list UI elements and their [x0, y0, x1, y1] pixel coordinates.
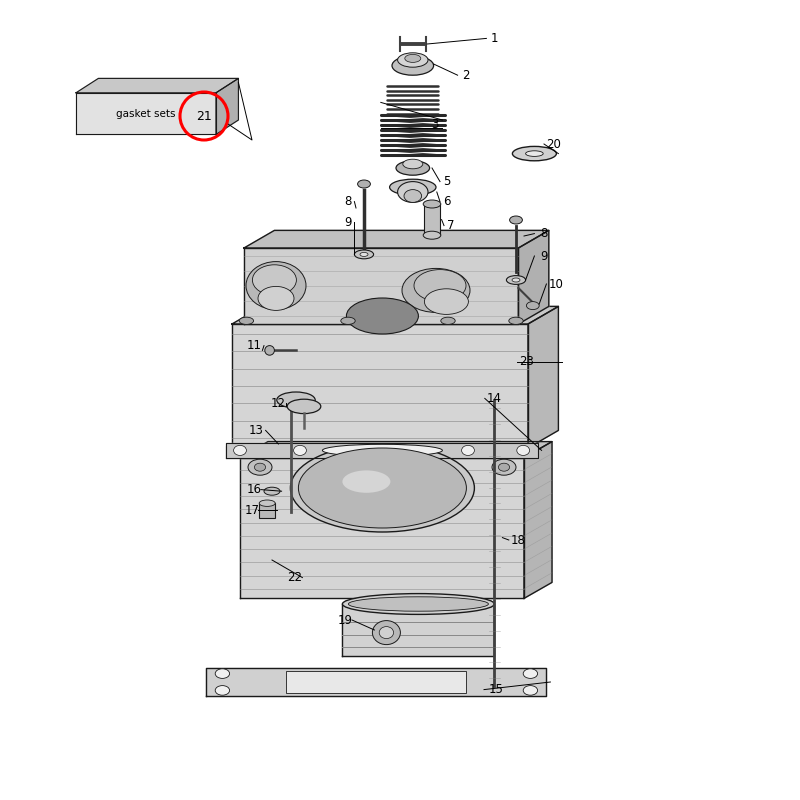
Bar: [286, 671, 466, 693]
Ellipse shape: [425, 289, 469, 314]
Text: 22: 22: [287, 571, 302, 584]
Ellipse shape: [396, 161, 430, 175]
Text: 20: 20: [546, 138, 561, 150]
Ellipse shape: [512, 278, 520, 282]
Ellipse shape: [512, 146, 557, 161]
Ellipse shape: [354, 250, 374, 258]
Ellipse shape: [402, 268, 470, 313]
Polygon shape: [206, 668, 546, 696]
Text: 23: 23: [519, 355, 534, 368]
Ellipse shape: [372, 621, 400, 645]
Ellipse shape: [360, 253, 368, 256]
Text: 14: 14: [487, 392, 502, 405]
Polygon shape: [232, 306, 558, 324]
Ellipse shape: [259, 500, 275, 506]
Polygon shape: [76, 78, 238, 93]
Ellipse shape: [523, 686, 538, 695]
Ellipse shape: [462, 446, 474, 455]
Ellipse shape: [265, 346, 274, 355]
Text: gasket sets: gasket sets: [116, 109, 176, 118]
Ellipse shape: [290, 444, 474, 532]
Bar: [424, 204, 440, 235]
Ellipse shape: [392, 56, 434, 75]
Polygon shape: [232, 324, 528, 448]
Text: 12: 12: [271, 397, 286, 410]
Ellipse shape: [287, 399, 321, 414]
Polygon shape: [244, 230, 549, 248]
Ellipse shape: [523, 669, 538, 678]
Text: 13: 13: [249, 424, 263, 437]
Ellipse shape: [441, 317, 455, 325]
Ellipse shape: [506, 275, 526, 284]
Text: 6: 6: [442, 195, 450, 208]
Ellipse shape: [492, 459, 516, 475]
Ellipse shape: [258, 286, 294, 310]
Polygon shape: [518, 230, 549, 324]
Ellipse shape: [234, 446, 246, 455]
Text: 5: 5: [442, 175, 450, 188]
Bar: [226, 446, 534, 458]
Ellipse shape: [403, 159, 422, 169]
Ellipse shape: [254, 463, 266, 471]
Polygon shape: [240, 442, 552, 458]
Text: 17: 17: [245, 504, 259, 517]
Ellipse shape: [246, 262, 306, 310]
Ellipse shape: [498, 463, 510, 471]
Ellipse shape: [298, 448, 466, 528]
Text: 9: 9: [540, 250, 548, 262]
Text: 7: 7: [446, 219, 454, 232]
Text: 21: 21: [196, 110, 212, 122]
Ellipse shape: [215, 686, 230, 695]
Text: 11: 11: [247, 339, 262, 352]
Ellipse shape: [510, 216, 522, 224]
Polygon shape: [528, 306, 558, 448]
Text: 15: 15: [489, 683, 503, 696]
Text: 3: 3: [430, 118, 438, 130]
Ellipse shape: [405, 54, 421, 62]
Text: 8: 8: [344, 195, 352, 208]
Polygon shape: [524, 442, 552, 598]
Ellipse shape: [322, 444, 442, 457]
Ellipse shape: [346, 298, 418, 334]
Ellipse shape: [277, 392, 315, 408]
Text: 19: 19: [338, 614, 353, 626]
Text: 1: 1: [490, 32, 498, 45]
Ellipse shape: [342, 594, 494, 614]
Ellipse shape: [414, 270, 466, 302]
Text: 18: 18: [511, 534, 526, 546]
Polygon shape: [76, 93, 216, 134]
Ellipse shape: [404, 190, 422, 202]
Ellipse shape: [342, 470, 390, 493]
Ellipse shape: [264, 487, 280, 495]
Polygon shape: [240, 458, 524, 598]
Polygon shape: [244, 248, 518, 324]
Text: 9: 9: [344, 216, 352, 229]
Ellipse shape: [358, 180, 370, 188]
Ellipse shape: [253, 265, 297, 295]
Text: 8: 8: [540, 227, 548, 240]
Ellipse shape: [390, 179, 436, 195]
Ellipse shape: [239, 317, 254, 325]
Ellipse shape: [341, 317, 355, 325]
Ellipse shape: [215, 669, 230, 678]
Bar: [259, 503, 275, 518]
Ellipse shape: [509, 317, 523, 325]
Ellipse shape: [379, 626, 394, 638]
Ellipse shape: [423, 231, 441, 239]
Ellipse shape: [526, 302, 539, 310]
Text: 10: 10: [549, 278, 563, 290]
Ellipse shape: [248, 459, 272, 475]
Text: 2: 2: [462, 69, 470, 82]
Ellipse shape: [294, 446, 306, 455]
Ellipse shape: [526, 150, 543, 156]
Ellipse shape: [349, 597, 488, 611]
Ellipse shape: [398, 53, 428, 67]
Ellipse shape: [517, 446, 530, 455]
Ellipse shape: [423, 200, 441, 208]
Polygon shape: [226, 443, 538, 458]
Polygon shape: [216, 78, 238, 134]
Text: 16: 16: [247, 483, 262, 496]
Ellipse shape: [398, 182, 428, 202]
Polygon shape: [342, 604, 494, 656]
